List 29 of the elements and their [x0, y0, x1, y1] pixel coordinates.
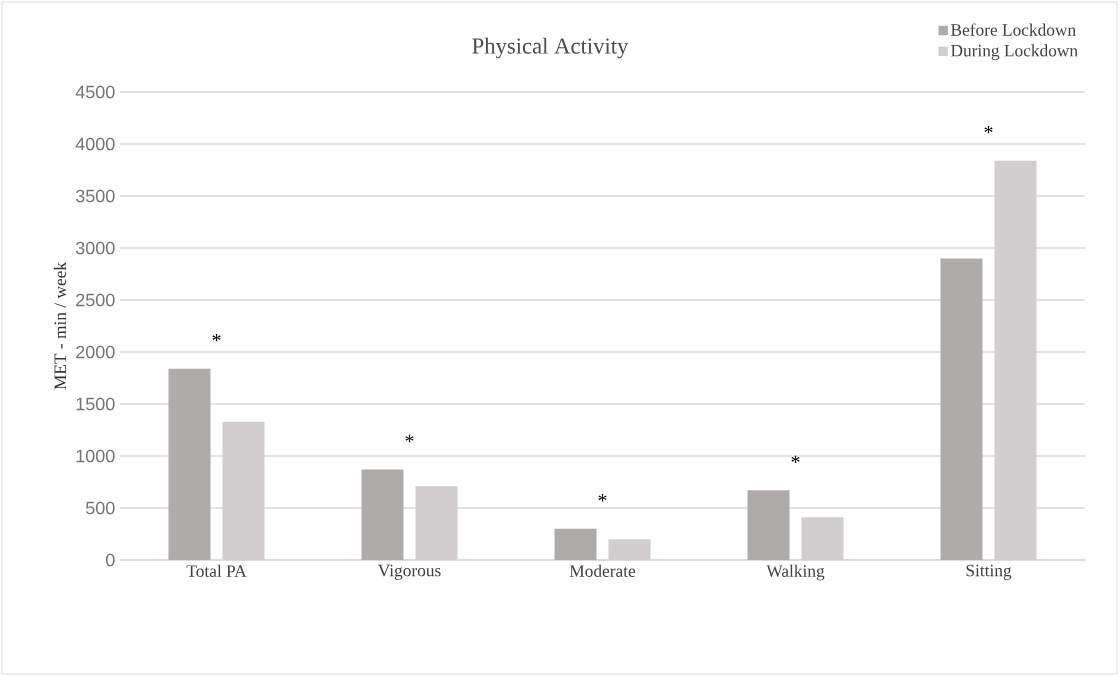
bar — [168, 368, 211, 560]
y-tick-label: 3000 — [75, 241, 115, 255]
y-tick-label: 4000 — [75, 137, 115, 151]
y-tick-label: 4500 — [75, 85, 115, 99]
chart-title: Physical Activity — [472, 37, 629, 59]
annotation: * — [212, 333, 221, 342]
annotation: * — [791, 455, 800, 463]
x-tick-label: Moderate — [569, 564, 636, 577]
legend-label: Before Lockdown — [951, 23, 1076, 36]
y-tick-label: 0 — [105, 553, 115, 567]
y-tick-label: 3500 — [75, 189, 115, 203]
x-tick-label: Total PA — [186, 564, 247, 577]
bar — [554, 528, 597, 560]
y-tick-label: 500 — [85, 501, 115, 515]
bar — [361, 469, 404, 560]
x-tick-label: Walking — [766, 564, 825, 581]
y-tick-label: 2000 — [76, 345, 115, 359]
y-tick-label: 2500 — [76, 293, 115, 307]
x-tick-label: Sitting — [966, 564, 1012, 580]
annotation: * — [598, 494, 607, 502]
bar — [940, 258, 983, 560]
y-axis-title: MET - min / week — [53, 261, 67, 390]
y-tick-label: 1500 — [76, 397, 115, 411]
x-tick-label: Vigorous — [377, 564, 441, 580]
legend-label: During Lockdown — [951, 44, 1078, 61]
y-tick-label: 1000 — [76, 449, 115, 463]
bar — [747, 490, 790, 560]
annotation: * — [405, 434, 414, 443]
annotation: * — [984, 125, 993, 134]
